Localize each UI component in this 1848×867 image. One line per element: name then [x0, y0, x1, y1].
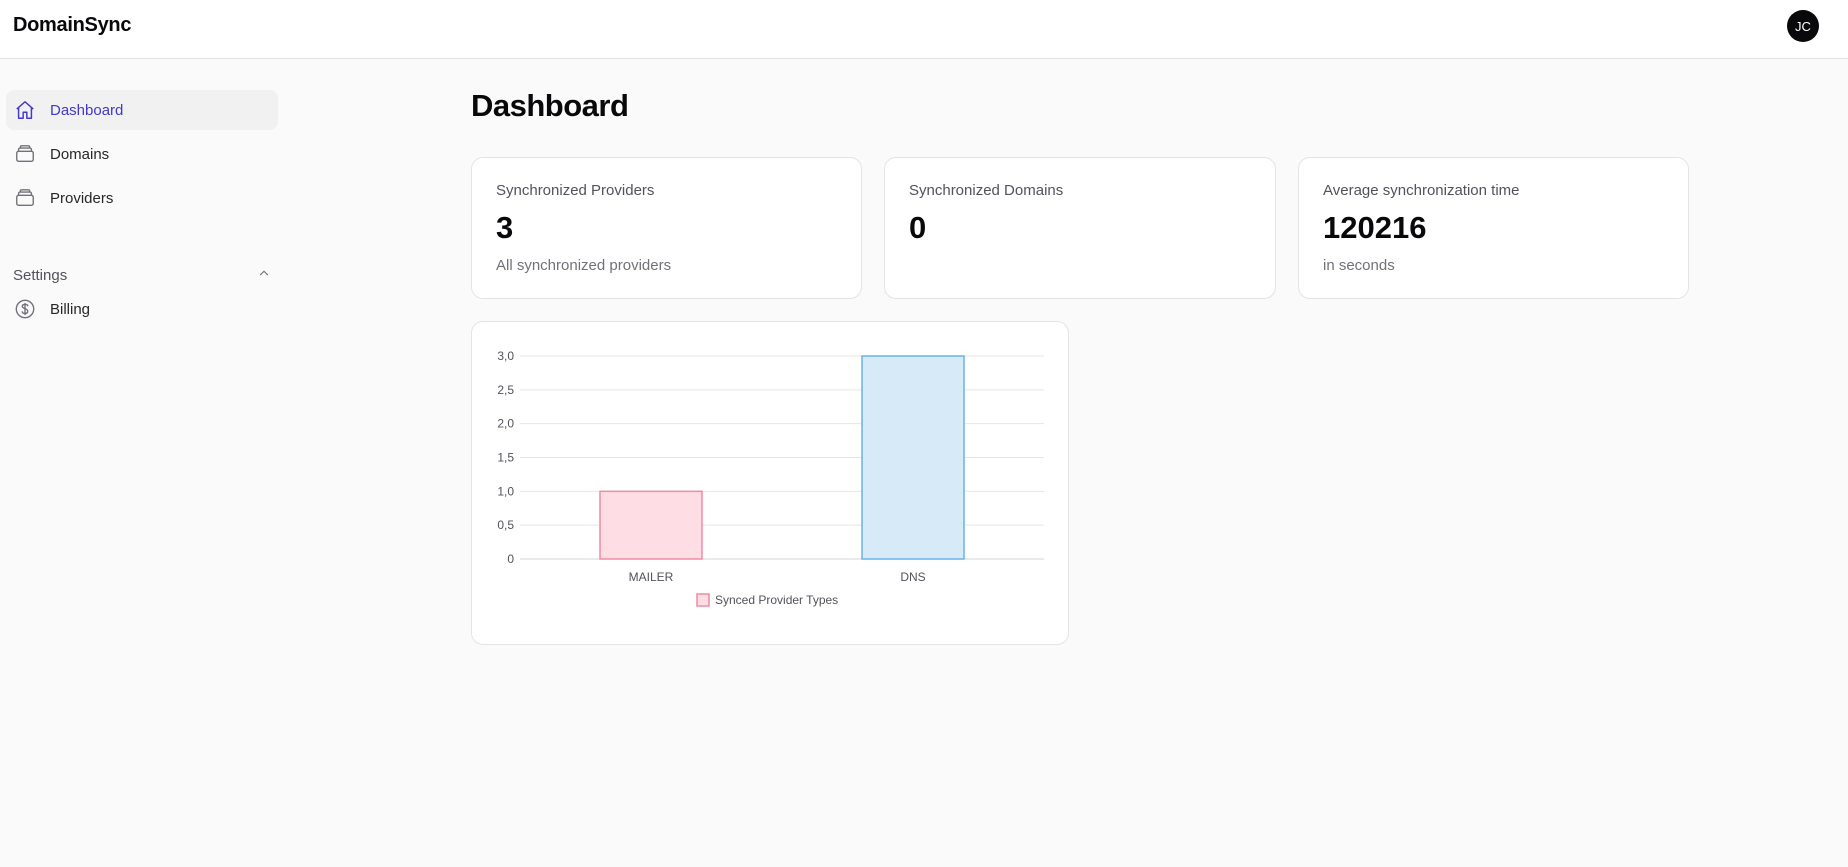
stat-subtext: in seconds	[1323, 257, 1395, 274]
y-tick-label: 1,0	[497, 484, 514, 498]
sidebar-item-dashboard[interactable]: Dashboard	[6, 90, 278, 130]
x-tick-label: DNS	[900, 570, 925, 584]
dollar-circle-icon	[14, 298, 36, 320]
stack-icon	[14, 187, 36, 209]
settings-section-toggle[interactable]: Settings	[13, 257, 271, 293]
y-tick-label: 0	[507, 552, 514, 566]
legend-label: Synced Provider Types	[715, 593, 838, 607]
stat-subtext: All synchronized providers	[496, 257, 672, 274]
app-logo[interactable]: DomainSync	[13, 14, 132, 36]
stat-card-domains: Synchronized Domains 0	[884, 157, 1276, 299]
sidebar-item-label: Dashboard	[50, 101, 124, 119]
stat-label: Average synchronization time	[1323, 182, 1520, 199]
sidebar-item-billing[interactable]: Billing	[6, 289, 278, 329]
sidebar-item-domains[interactable]: Domains	[6, 134, 278, 174]
stat-value: 0	[909, 210, 927, 245]
sidebar: Dashboard Domains Providers Settings Bil…	[0, 59, 290, 867]
stack-icon	[14, 143, 36, 165]
stat-label: Synchronized Domains	[909, 182, 1064, 199]
chart-card: 0 0,5 1,0 1,5 2,0 2,5 3,0 MAILER DNS Synced Provi…	[471, 321, 1069, 645]
bar-mailer	[599, 490, 703, 560]
stat-card-sync-time: Average synchronization time 120216 in s…	[1298, 157, 1689, 299]
top-bar: DomainSync JC	[0, 0, 1848, 59]
x-tick-label: MAILER	[629, 570, 674, 584]
stat-label: Synchronized Providers	[496, 182, 655, 199]
sidebar-item-label: Providers	[50, 189, 114, 207]
page-title: Dashboard	[471, 88, 629, 123]
y-tick-label: 0,5	[497, 518, 514, 532]
stat-value: 3	[496, 210, 514, 245]
sidebar-item-providers[interactable]: Providers	[6, 178, 278, 218]
legend-swatch	[696, 593, 710, 607]
settings-section-label: Settings	[13, 266, 68, 284]
chevron-up-icon	[257, 266, 271, 285]
y-tick-label: 2,5	[497, 383, 514, 397]
stat-card-providers: Synchronized Providers 3 All synchronize…	[471, 157, 862, 299]
sidebar-item-label: Domains	[50, 145, 110, 163]
stat-value: 120216	[1323, 210, 1427, 245]
home-icon	[14, 99, 36, 121]
user-avatar[interactable]: JC	[1787, 10, 1819, 42]
y-tick-label: 2,0	[497, 417, 514, 431]
sidebar-item-label: Billing	[50, 300, 91, 318]
y-tick-label: 3,0	[497, 349, 514, 363]
bar-chart: 0 0,5 1,0 1,5 2,0 2,5 3,0 MAILER DNS Synced Provi…	[497, 349, 1044, 607]
y-tick-label: 1,5	[497, 451, 514, 465]
bar-dns	[861, 355, 965, 560]
